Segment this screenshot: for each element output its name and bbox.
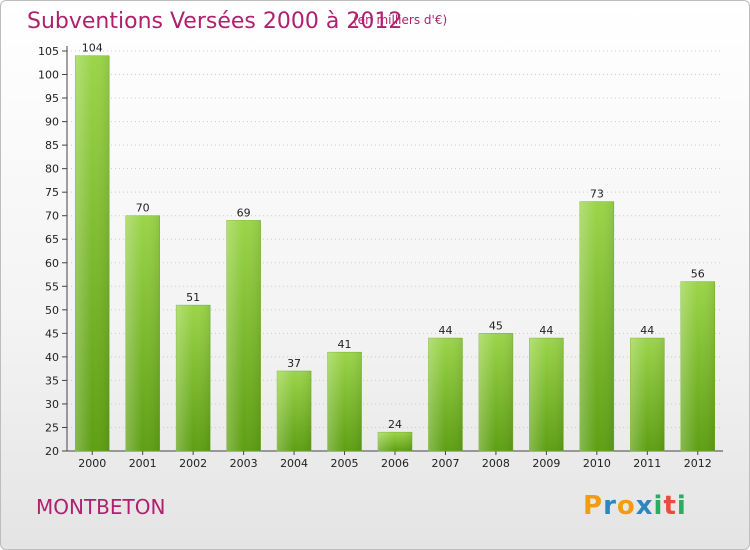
data-label: 41	[338, 338, 352, 351]
logo-letter: o	[616, 491, 636, 521]
x-tick-label: 2008	[482, 457, 510, 470]
logo-letter: t	[663, 491, 677, 521]
data-label: 37	[287, 357, 301, 370]
x-tick-label: 2007	[431, 457, 459, 470]
y-tick-label: 60	[45, 257, 59, 270]
chart-subtitle: (en milliers d'€)	[353, 13, 448, 27]
x-tick-label: 2009	[532, 457, 560, 470]
x-tick-label: 2011	[633, 457, 661, 470]
logo-letter: i	[676, 491, 687, 521]
y-tick-label: 30	[45, 398, 59, 411]
x-tick-label: 2005	[331, 457, 359, 470]
logo-letter: P	[583, 491, 604, 521]
y-tick-label: 55	[45, 280, 59, 293]
y-tick-label: 70	[45, 210, 59, 223]
logo-letter: r	[603, 491, 617, 521]
gridlines	[67, 50, 723, 428]
bar-sheen	[125, 215, 160, 451]
bar-sheen	[579, 201, 614, 451]
data-label: 24	[388, 418, 402, 431]
y-tick-label: 35	[45, 374, 59, 387]
y-tick-label: 85	[45, 139, 59, 152]
logo-letter: i	[653, 491, 664, 521]
y-tick-label: 80	[45, 163, 59, 176]
bar-sheen	[327, 352, 362, 451]
x-tick-label: 2006	[381, 457, 409, 470]
data-label: 104	[82, 42, 103, 55]
x-tick-label: 2000	[78, 457, 106, 470]
data-label: 44	[539, 324, 553, 337]
axes	[62, 46, 723, 455]
y-tick-labels: 20 25 30 35 40 45 50 55 60 65 70 75 80 85 90 95 100 105	[38, 45, 59, 458]
bar-sheen	[428, 338, 463, 451]
data-label: 70	[136, 202, 150, 215]
y-tick-label: 90	[45, 116, 59, 129]
proxiti-logo[interactable]: Proxiti	[583, 491, 687, 521]
x-tick-label: 2003	[230, 457, 258, 470]
bar-sheen	[680, 281, 715, 451]
data-label: 44	[640, 324, 654, 337]
bar-sheen	[75, 55, 110, 452]
y-tick-label: 40	[45, 351, 59, 364]
data-label: 73	[590, 188, 604, 201]
bar-sheen	[176, 305, 211, 451]
bar-sheen	[630, 338, 665, 451]
data-label: 45	[489, 319, 503, 332]
data-labels: 104 70 51 69 37 41 24 44 45 44 73 44 56	[82, 42, 705, 431]
bar-sheen	[378, 432, 412, 451]
y-tick-label: 45	[45, 327, 59, 340]
logo-letter: x	[635, 491, 654, 521]
bar-sheen	[478, 333, 513, 451]
x-tick-label: 2004	[280, 457, 308, 470]
y-tick-label: 105	[38, 45, 59, 58]
y-tick-label: 75	[45, 186, 59, 199]
bar-sheen	[226, 220, 261, 451]
x-tick-label: 2012	[684, 457, 712, 470]
y-tick-label: 20	[45, 445, 59, 458]
y-tick-label: 65	[45, 233, 59, 246]
y-tick-label: 50	[45, 304, 59, 317]
y-tick-label: 100	[38, 69, 59, 82]
bars	[74, 55, 716, 452]
data-label: 44	[438, 324, 452, 337]
chart-title: Subventions Versées 2000 à 2012	[27, 9, 403, 34]
data-label: 51	[186, 291, 200, 304]
data-label: 56	[691, 268, 705, 281]
place-name: MONTBETON	[36, 495, 166, 519]
bar-sheen	[277, 371, 312, 451]
x-tick-labels: 2000 2001 2002 2003 2004 2005 2006 2007 2008 2009…	[78, 457, 712, 470]
x-tick-label: 2010	[583, 457, 611, 470]
x-tick-label: 2001	[129, 457, 157, 470]
x-tick-label: 2002	[179, 457, 207, 470]
data-label: 69	[237, 206, 251, 219]
y-tick-label: 25	[45, 421, 59, 434]
bar-sheen	[529, 338, 564, 451]
y-tick-label: 95	[45, 92, 59, 105]
